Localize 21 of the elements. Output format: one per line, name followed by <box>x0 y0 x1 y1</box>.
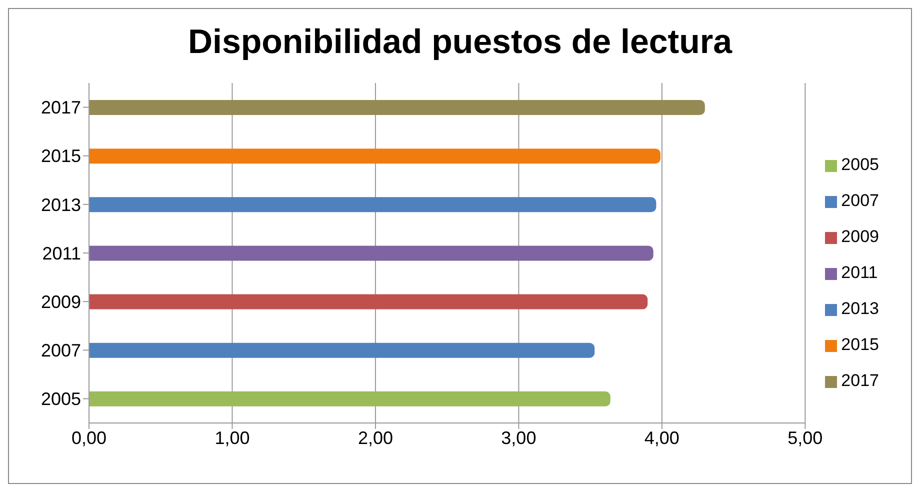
chart-title: Disponibilidad puestos de lectura <box>186 23 734 63</box>
y-tick-label: 2013 <box>40 194 81 215</box>
y-tick-label: 2005 <box>40 389 81 410</box>
legend-label: 2007 <box>841 191 879 210</box>
y-tick-label: 2009 <box>40 292 81 312</box>
x-tick-label: 5,00 <box>788 428 823 448</box>
x-tick-label: 3,00 <box>501 428 536 448</box>
y-tick-label: 2011 <box>42 243 81 264</box>
x-tick-label: 1,00 <box>214 428 250 448</box>
y-tick-label: 2017 <box>40 98 81 118</box>
x-tick-label: 0,00 <box>71 428 107 448</box>
legend-label: 2015 <box>841 335 879 354</box>
legend-label: 2009 <box>841 227 879 246</box>
legend-label: 2013 <box>841 299 879 318</box>
legend-label: 2011 <box>841 263 878 282</box>
x-tick-label: 4,00 <box>644 428 680 448</box>
legend-label: 2005 <box>841 155 879 174</box>
y-tick-label: 2007 <box>40 340 81 361</box>
legend-label: 2017 <box>841 371 879 390</box>
x-tick-label: 2,00 <box>358 428 393 448</box>
y-tick-label: 2015 <box>40 146 81 166</box>
